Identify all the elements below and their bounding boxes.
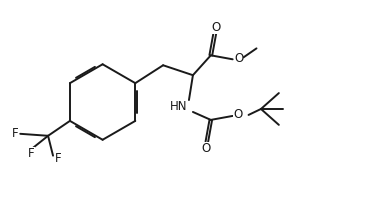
- Text: O: O: [201, 142, 210, 155]
- Text: HN: HN: [170, 101, 188, 113]
- Text: O: O: [211, 21, 221, 34]
- Text: O: O: [233, 108, 243, 121]
- Text: F: F: [28, 147, 35, 160]
- Text: F: F: [55, 152, 62, 165]
- Text: F: F: [11, 127, 18, 140]
- Text: O: O: [234, 52, 243, 65]
